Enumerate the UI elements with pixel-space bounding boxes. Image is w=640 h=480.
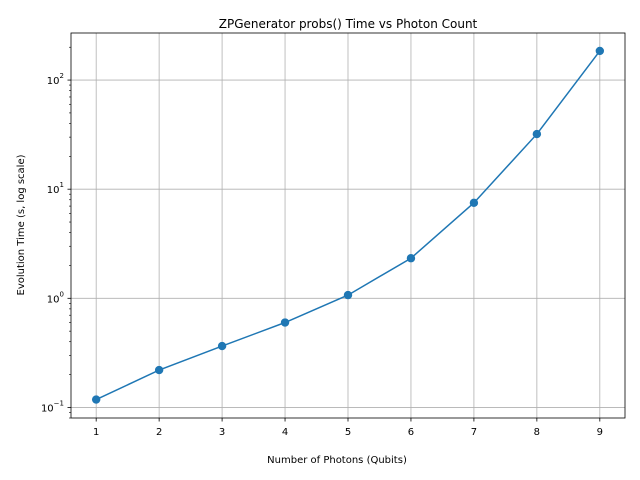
data-point	[469, 198, 479, 208]
data-point	[406, 254, 416, 263]
x-axis-ticks: 1 2 3 4 5 6 7 8 9	[93, 418, 603, 438]
data-point	[91, 395, 101, 404]
y-axis-label: Evolution Time (s, log scale)	[16, 154, 27, 295]
x-tick-label: 8	[534, 427, 540, 438]
chart-title: ZPGenerator probs() Time vs Photon Count	[219, 17, 478, 31]
x-tick-label: 9	[597, 427, 603, 438]
x-tick-label: 5	[345, 427, 351, 438]
x-axis-label: Number of Photons (Qubits)	[267, 455, 407, 466]
data-point	[217, 341, 227, 351]
data-point	[532, 129, 542, 139]
x-tick-label: 1	[93, 427, 99, 438]
x-tick-label: 2	[156, 427, 162, 438]
data-point	[343, 290, 353, 300]
x-tick-label: 7	[471, 427, 477, 438]
x-tick-label: 4	[282, 427, 288, 438]
x-tick-label: 3	[219, 427, 225, 438]
data-point	[154, 365, 164, 375]
x-tick-label: 6	[408, 427, 414, 438]
series-layer	[91, 46, 605, 404]
data-point	[595, 46, 605, 56]
data-point	[280, 318, 290, 327]
